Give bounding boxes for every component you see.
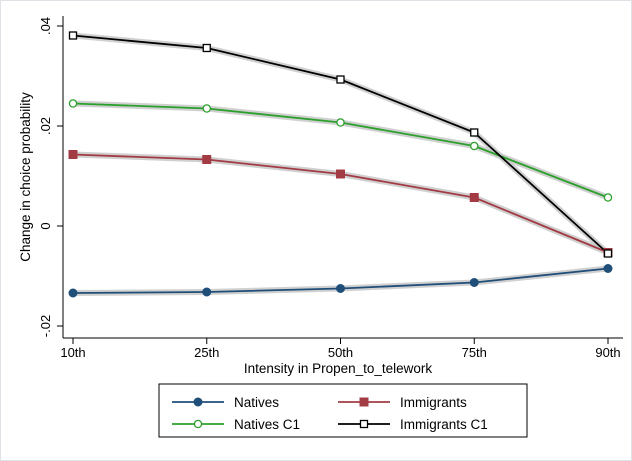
y-tick-label: .02 <box>38 117 53 135</box>
data-point <box>68 150 78 159</box>
data-point <box>202 287 212 297</box>
x-axis-title: Intensity in Propen_to_telework <box>244 361 433 376</box>
confidence-bands <box>70 32 611 296</box>
legend-label: Immigrants C1 <box>400 417 488 432</box>
y-ticks: -.02 0 .02 .04 <box>38 17 63 337</box>
data-point <box>336 118 345 127</box>
legend: Natives Immigrants Natives C1 Immigrants C1 <box>172 395 488 432</box>
data-point <box>470 128 479 137</box>
data-point <box>469 141 479 151</box>
legend-marker <box>193 397 203 407</box>
x-tick-label: 75th <box>462 345 487 360</box>
x-tick-label: 50th <box>328 345 353 360</box>
data-point <box>68 288 78 298</box>
x-tick-label: 90th <box>595 345 620 360</box>
data-point <box>202 104 211 113</box>
data-point <box>336 75 345 84</box>
data-point <box>202 43 211 53</box>
legend-label: Natives C1 <box>234 417 300 432</box>
legend-label: Natives <box>234 395 279 410</box>
y-tick-label: .04 <box>38 17 53 35</box>
data-point <box>336 284 345 293</box>
data-point <box>603 193 613 202</box>
legend-label: Immigrants <box>400 395 467 410</box>
data-point <box>603 249 613 258</box>
x-ticks: 10th 25th 50th 75th 90th <box>60 338 621 360</box>
x-tick-label: 25th <box>194 345 219 360</box>
series-markers <box>68 31 613 298</box>
data-point <box>68 99 78 108</box>
legend-marker <box>359 397 369 407</box>
y-axis-title: Change in choice probability <box>18 92 33 262</box>
data-point <box>68 31 78 40</box>
legend-marker <box>193 419 203 429</box>
x-tick-label: 10th <box>60 345 85 360</box>
y-tick-label: 0 <box>38 222 53 229</box>
data-point <box>336 169 345 179</box>
data-point <box>603 264 613 273</box>
legend-marker <box>359 419 369 429</box>
data-point <box>202 155 212 164</box>
y-tick-label: -.02 <box>38 315 53 337</box>
data-point <box>469 193 479 202</box>
legend-box <box>158 383 528 438</box>
data-point <box>469 278 479 287</box>
